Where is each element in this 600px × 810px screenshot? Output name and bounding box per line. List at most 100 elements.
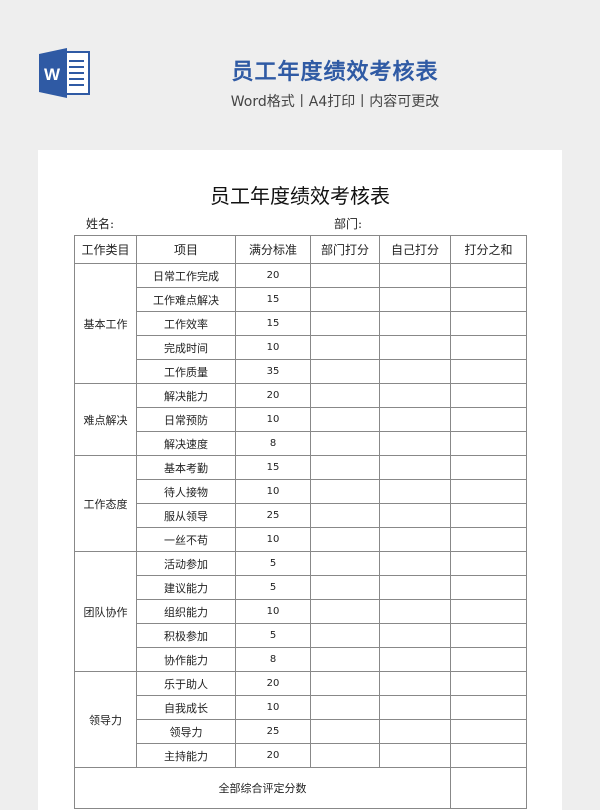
self-score-cell[interactable] [379,287,451,312]
sum-score-cell[interactable] [450,599,527,624]
self-score-cell[interactable] [379,479,451,504]
item-cell: 工作效率 [136,311,236,336]
dept-score-cell[interactable] [310,695,380,720]
sum-score-cell[interactable] [450,551,527,576]
sum-score-cell[interactable] [450,431,527,456]
self-score-cell[interactable] [379,695,451,720]
self-score-cell[interactable] [379,599,451,624]
dept-score-cell[interactable] [310,527,380,552]
table-row: 解决速度 8 [75,431,527,456]
dept-score-cell[interactable] [310,311,380,336]
item-cell: 建议能力 [136,575,236,600]
sum-score-cell[interactable] [450,695,527,720]
sum-score-cell[interactable] [450,335,527,360]
sum-score-cell[interactable] [450,479,527,504]
sum-score-cell[interactable] [450,359,527,384]
dept-score-cell[interactable] [310,431,380,456]
full-score-cell: 10 [235,335,311,360]
self-score-cell[interactable] [379,575,451,600]
item-cell: 主持能力 [136,743,236,768]
item-cell: 协作能力 [136,647,236,672]
sum-score-cell[interactable] [450,671,527,696]
self-score-cell[interactable] [379,359,451,384]
total-label: 全部综合评定分数 [74,767,451,809]
self-score-cell[interactable] [379,431,451,456]
full-score-cell: 35 [235,359,311,384]
self-score-cell[interactable] [379,719,451,744]
dept-score-cell[interactable] [310,287,380,312]
sum-score-cell[interactable] [450,527,527,552]
table-row: 工作态度 基本考勤 15 [74,455,527,552]
svg-text:W: W [44,65,61,84]
self-score-cell[interactable] [379,527,451,552]
self-score-cell[interactable] [379,407,451,432]
item-cell: 组织能力 [136,599,236,624]
sum-score-cell[interactable] [450,623,527,648]
dept-score-cell[interactable] [310,335,380,360]
sum-score-cell[interactable] [450,719,527,744]
sum-score-cell[interactable] [450,383,527,408]
full-score-cell: 25 [235,503,311,528]
category-cell: 难点解决 [74,383,137,456]
sum-score-cell[interactable] [450,647,527,672]
self-score-cell[interactable] [379,263,451,288]
full-score-cell: 10 [235,407,311,432]
dept-score-cell[interactable] [310,359,380,384]
self-score-cell[interactable] [379,311,451,336]
self-score-cell[interactable] [379,335,451,360]
self-score-cell[interactable] [379,503,451,528]
sum-score-cell[interactable] [450,407,527,432]
full-score-cell: 5 [235,623,311,648]
table-row: 难点解决 解决能力 20 [74,383,527,456]
dept-score-cell[interactable] [310,383,380,408]
dept-score-cell[interactable] [310,407,380,432]
dept-score-cell[interactable] [310,503,380,528]
sum-score-cell[interactable] [450,263,527,288]
item-cell: 基本考勤 [136,455,236,480]
dept-score-cell[interactable] [310,623,380,648]
self-score-cell[interactable] [379,671,451,696]
item-cell: 完成时间 [136,335,236,360]
item-cell: 解决速度 [136,431,236,456]
self-score-cell[interactable] [379,551,451,576]
dept-score-cell[interactable] [310,455,380,480]
column-header: 工作类目 [74,235,137,264]
sum-score-cell[interactable] [450,575,527,600]
dept-score-cell[interactable] [310,551,380,576]
document-page: 员工年度绩效考核表 姓名: 部门: 工作类目 项目 满分标准 部门打分 自己打分 打分之和… [38,150,562,810]
dept-score-cell[interactable] [310,719,380,744]
self-score-cell[interactable] [379,743,451,768]
full-score-cell: 8 [235,647,311,672]
sum-score-cell[interactable] [450,311,527,336]
full-score-cell: 10 [235,527,311,552]
dept-score-cell[interactable] [310,599,380,624]
item-cell: 活动参加 [136,551,236,576]
self-score-cell[interactable] [379,383,451,408]
full-score-cell: 10 [235,479,311,504]
dept-score-cell[interactable] [310,647,380,672]
sum-score-cell[interactable] [450,503,527,528]
table-row: 自我成长 10 [75,695,527,720]
sum-score-cell[interactable] [450,743,527,768]
item-cell: 乐于助人 [136,671,236,696]
table-row: 协作能力 8 [75,647,527,672]
sum-score-cell[interactable] [450,287,527,312]
full-score-cell: 15 [235,311,311,336]
column-header: 部门打分 [310,235,380,264]
dept-score-cell[interactable] [310,575,380,600]
dept-score-cell[interactable] [310,479,380,504]
full-score-cell: 5 [235,551,311,576]
sum-score-cell[interactable] [450,455,527,480]
full-score-cell: 10 [235,599,311,624]
full-score-cell: 15 [235,287,311,312]
category-cell: 领导力 [74,671,137,768]
self-score-cell[interactable] [379,455,451,480]
dept-score-cell[interactable] [310,263,380,288]
dept-score-cell[interactable] [310,671,380,696]
dept-score-cell[interactable] [310,743,380,768]
item-cell: 领导力 [136,719,236,744]
total-score-cell[interactable] [450,767,527,809]
item-cell: 自我成长 [136,695,236,720]
self-score-cell[interactable] [379,623,451,648]
self-score-cell[interactable] [379,647,451,672]
